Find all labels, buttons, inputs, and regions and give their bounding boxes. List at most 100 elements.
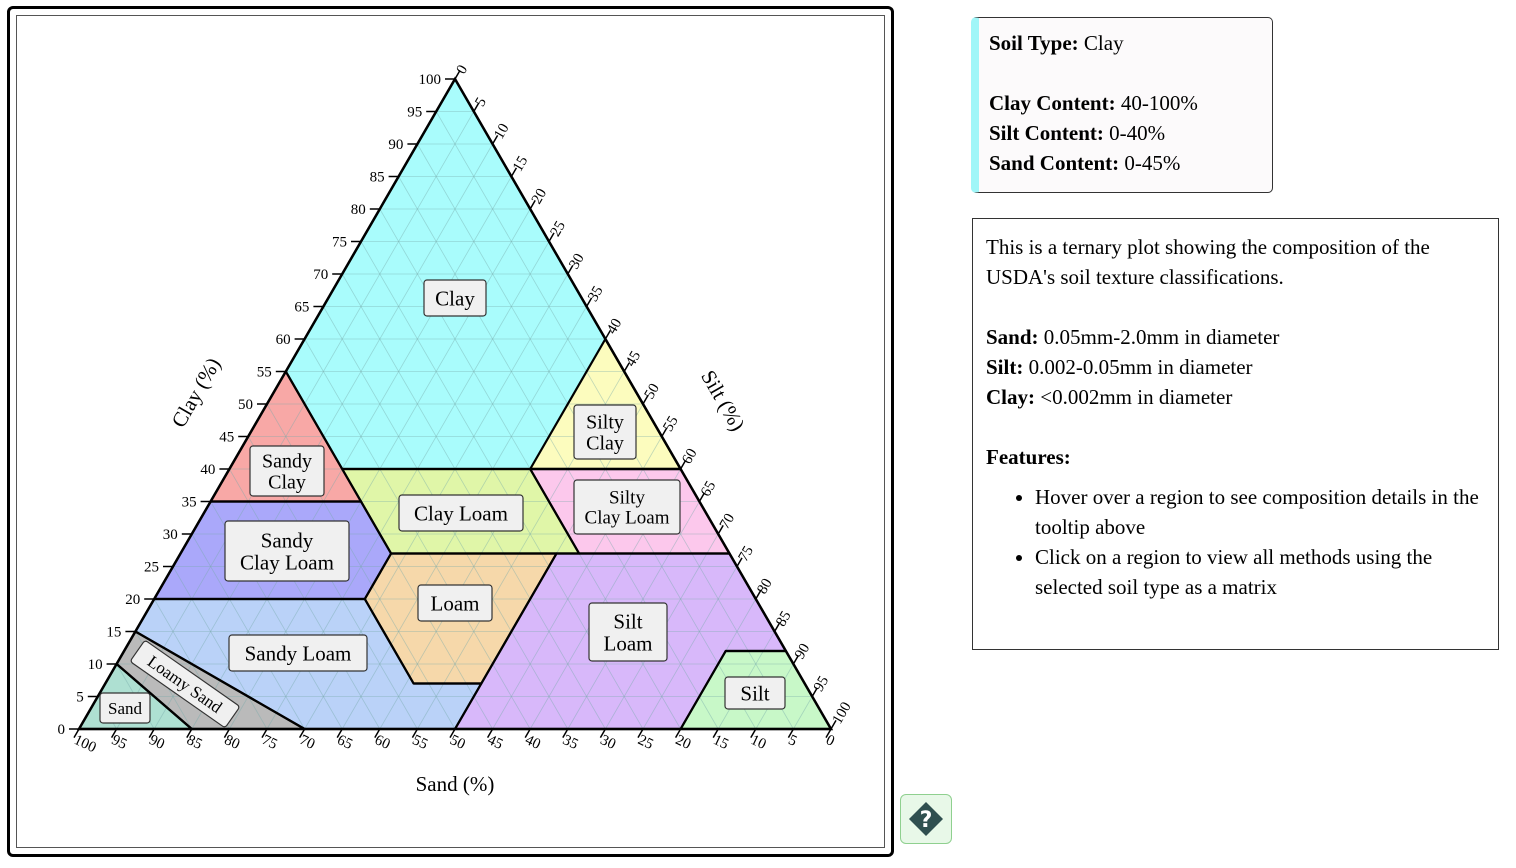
sand-tick-label: 35 bbox=[560, 732, 580, 753]
clay-tick-label: 30 bbox=[163, 527, 178, 543]
sand-tick-label: 65 bbox=[335, 732, 355, 753]
silt-tick bbox=[491, 135, 499, 145]
silt-tick bbox=[661, 427, 668, 437]
silt-tick-label: 35 bbox=[585, 284, 606, 305]
info-intro: This is a ternary plot showing the compo… bbox=[986, 235, 1430, 289]
region-label-text: Clay bbox=[435, 286, 475, 310]
clay-tick-label: 85 bbox=[370, 170, 385, 186]
sand-tick-label: 0 bbox=[823, 732, 837, 750]
silt-tick bbox=[567, 265, 574, 275]
sand-tick-label: 5 bbox=[786, 732, 800, 750]
silt-tick-label: 20 bbox=[529, 186, 550, 207]
sand-tick bbox=[637, 728, 644, 738]
clay-tick-label: 80 bbox=[351, 202, 366, 218]
clay-tick-label: 50 bbox=[238, 397, 253, 413]
info-sand-text: 0.05mm-2.0mm in diameter bbox=[1043, 325, 1280, 349]
tooltip-clay-label: Clay Content: bbox=[989, 91, 1116, 115]
info-silt-text: 0.002-0.05mm in diameter bbox=[1028, 355, 1253, 379]
sand-tick bbox=[223, 728, 231, 738]
info-silt: Silt: 0.002-0.05mm in diameter bbox=[986, 352, 1484, 382]
region-clay[interactable] bbox=[285, 79, 681, 469]
sand-tick-label: 30 bbox=[598, 732, 618, 753]
region-label-clay[interactable]: Clay bbox=[423, 279, 487, 317]
region-label-text: Silt bbox=[613, 609, 642, 633]
silt-tick-label: 75 bbox=[736, 544, 757, 565]
sand-tick bbox=[186, 728, 193, 738]
region-label-text: Clay bbox=[268, 472, 306, 494]
clay-tick-label: 55 bbox=[257, 365, 272, 381]
silt-tick-label: 40 bbox=[604, 316, 625, 337]
silt-tick bbox=[548, 232, 555, 242]
clay-axis-title: Clay (%) bbox=[166, 353, 225, 431]
soil-texture-ternary-chart[interactable]: 0510152025303540455055606570758085909510… bbox=[17, 16, 884, 847]
sand-tick-label: 90 bbox=[147, 732, 167, 753]
sand-tick bbox=[787, 728, 795, 738]
info-features-heading: Features: bbox=[986, 442, 1484, 472]
region-label-box bbox=[398, 494, 524, 532]
region-label-text: Sandy Loam bbox=[245, 641, 352, 665]
region-label-box bbox=[417, 584, 493, 622]
silt-tick bbox=[679, 460, 687, 470]
region-label-text: Clay Loam bbox=[585, 508, 670, 529]
tooltip-silt-value: 0-40% bbox=[1109, 121, 1166, 145]
sand-tick bbox=[486, 728, 494, 738]
info-clay: Clay: <0.002mm in diameter bbox=[986, 382, 1484, 412]
clay-tick-label: 45 bbox=[219, 430, 234, 446]
sand-tick-label: 60 bbox=[372, 732, 392, 753]
silt-tick-label: 65 bbox=[698, 479, 719, 500]
ternary-plot-frame: 0 5 10 15 20 25 30 35 40 45 50 55 60 65 70 75 80 85 90 95 10… bbox=[7, 6, 894, 857]
help-button[interactable]: ? bbox=[900, 794, 952, 844]
tooltip-soil-type: Soil Type: Clay bbox=[989, 28, 1258, 58]
region-silty-clay[interactable] bbox=[530, 339, 681, 469]
region-label-text: Clay Loam bbox=[240, 550, 334, 574]
clay-tick-label: 0 bbox=[58, 722, 66, 738]
silt-tick bbox=[510, 167, 518, 177]
tooltip-soil-type-label: Soil Type: bbox=[989, 31, 1079, 55]
silt-tick-label: 90 bbox=[792, 641, 813, 662]
silt-tick bbox=[736, 557, 743, 567]
feature-item: Click on a region to view all methods us… bbox=[1035, 542, 1484, 602]
silt-tick-label: 85 bbox=[773, 609, 794, 630]
info-clay-text: <0.002mm in diameter bbox=[1040, 385, 1233, 409]
region-label-box bbox=[224, 520, 350, 582]
clay-tick-label: 90 bbox=[388, 137, 403, 153]
sand-tick-label: 40 bbox=[523, 732, 543, 753]
silt-tick-label: 15 bbox=[510, 154, 531, 175]
region-label-loam[interactable]: Loam bbox=[417, 584, 493, 622]
region-label-silt[interactable]: Silt bbox=[724, 676, 786, 710]
region-label-box bbox=[130, 640, 240, 728]
sand-tick bbox=[750, 728, 757, 738]
silt-tick bbox=[623, 362, 630, 372]
sand-tick-label: 15 bbox=[711, 732, 731, 753]
sand-tick bbox=[825, 728, 832, 738]
silt-tick-label: 100 bbox=[830, 700, 855, 727]
clay-tick-label: 75 bbox=[332, 235, 347, 251]
question-diamond-icon: ? bbox=[909, 802, 943, 836]
sand-tick-label: 25 bbox=[635, 732, 655, 753]
region-label-sand[interactable]: Sand bbox=[99, 692, 151, 724]
sand-tick bbox=[374, 728, 381, 738]
sand-tick-label: 55 bbox=[410, 732, 430, 753]
silt-tick-label: 45 bbox=[623, 349, 644, 370]
ternary-plot-area: 0 5 10 15 20 25 30 35 40 45 50 55 60 65 70 75 80 85 90 95 10… bbox=[16, 15, 885, 848]
region-label-text: Loam bbox=[431, 591, 480, 615]
sand-tick-label: 100 bbox=[71, 732, 98, 756]
tooltip-silt-content: Silt Content: 0-40% bbox=[989, 118, 1258, 148]
silt-tick bbox=[773, 622, 781, 632]
region-label-sandy-loam[interactable]: Sandy Loam bbox=[228, 634, 368, 672]
silt-tick-label: 50 bbox=[642, 381, 663, 402]
sand-tick bbox=[298, 728, 306, 738]
sand-tick bbox=[110, 728, 118, 738]
region-label-clay-loam[interactable]: Clay Loam bbox=[398, 494, 524, 532]
sand-tick bbox=[524, 728, 531, 738]
sand-tick-label: 70 bbox=[297, 732, 317, 753]
silt-tick bbox=[454, 70, 461, 80]
clay-tick-label: 70 bbox=[313, 267, 328, 283]
grid-line bbox=[642, 566, 738, 730]
region-label-text: Clay Loam bbox=[414, 501, 508, 525]
